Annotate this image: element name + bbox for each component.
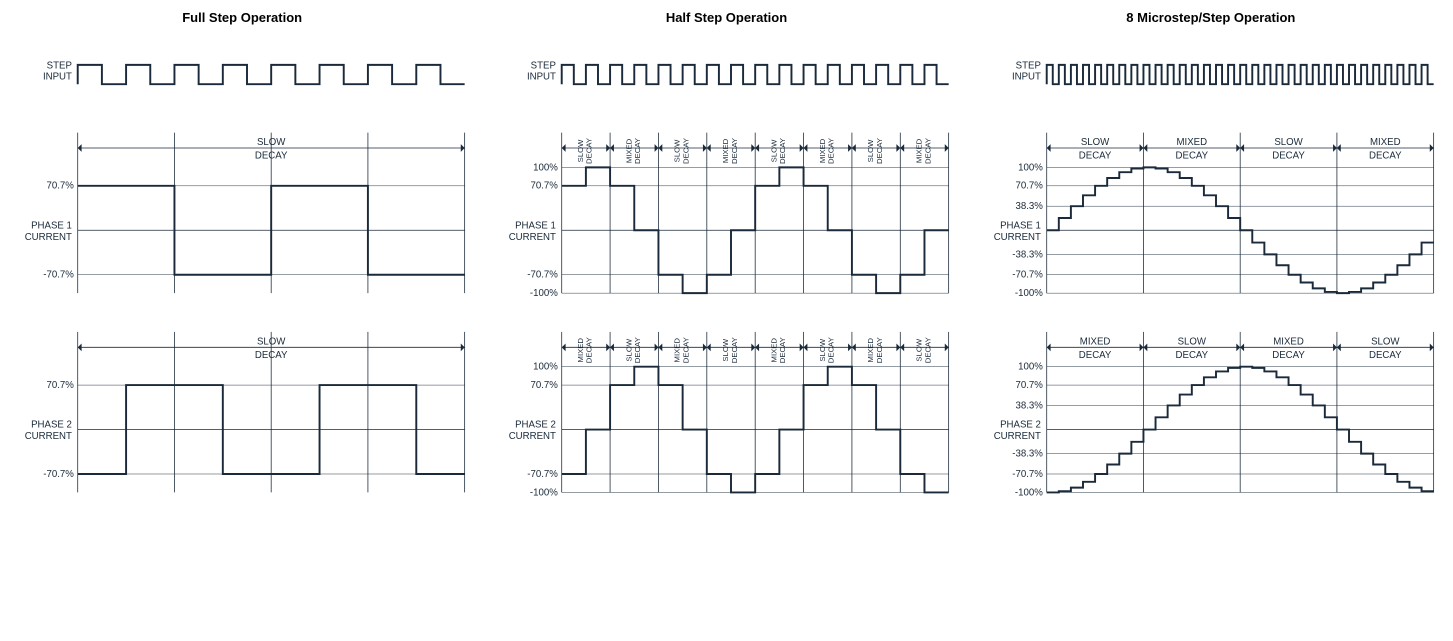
svg-text:SLOW: SLOW	[1274, 137, 1303, 148]
svg-text:CURRENT: CURRENT	[993, 232, 1040, 243]
svg-text:-70.7%: -70.7%	[1012, 469, 1043, 480]
svg-text:-70.7%: -70.7%	[528, 469, 559, 480]
svg-text:DECAY: DECAY	[1369, 350, 1402, 361]
svg-text:-100%: -100%	[1015, 288, 1043, 299]
svg-text:70.7%: 70.7%	[1015, 380, 1043, 391]
svg-text:DECAY: DECAY	[633, 337, 642, 363]
svg-text:CURRENT: CURRENT	[25, 232, 72, 243]
svg-text:CURRENT: CURRENT	[993, 431, 1040, 442]
svg-text:DECAY: DECAY	[924, 138, 933, 164]
svg-text:CURRENT: CURRENT	[509, 431, 556, 442]
svg-text:70.7%: 70.7%	[46, 181, 74, 192]
svg-text:MIXED: MIXED	[673, 338, 682, 363]
svg-text:-100%: -100%	[1015, 487, 1043, 498]
svg-text:-70.7%: -70.7%	[43, 270, 74, 281]
svg-text:MIXED: MIXED	[770, 338, 779, 363]
svg-text:70.7%: 70.7%	[1015, 181, 1043, 192]
panel-svg-2: STEPINPUT SLOW DECAY MIXED DECAY SLOW DECAY MIX…	[979, 31, 1443, 631]
svg-text:-100%: -100%	[530, 487, 558, 498]
svg-text:STEP: STEP	[47, 61, 72, 72]
svg-text:DECAY: DECAY	[778, 138, 787, 164]
panel-title-1: Half Step Operation	[494, 10, 958, 25]
svg-text:DECAY: DECAY	[730, 138, 739, 164]
svg-text:SLOW: SLOW	[1081, 137, 1110, 148]
svg-text:MIXED: MIXED	[1176, 137, 1207, 148]
svg-text:SLOW: SLOW	[818, 338, 827, 361]
svg-text:CURRENT: CURRENT	[25, 431, 72, 442]
svg-text:SLOW: SLOW	[721, 338, 730, 361]
svg-text:MIXED: MIXED	[867, 338, 876, 363]
panel-title-0: Full Step Operation	[10, 10, 474, 25]
panel-svg-0: STEPINPUTSLOWDECAY70.7%-70.7%PHASE 1CURR…	[10, 31, 474, 631]
svg-text:DECAY: DECAY	[827, 337, 836, 363]
svg-text:PHASE 2: PHASE 2	[31, 420, 72, 431]
svg-text:STEP: STEP	[531, 61, 556, 72]
svg-text:INPUT: INPUT	[43, 71, 72, 82]
svg-text:MIXED: MIXED	[818, 138, 827, 163]
svg-text:70.7%: 70.7%	[531, 380, 559, 391]
svg-text:PHASE 1: PHASE 1	[1000, 220, 1041, 231]
svg-text:SLOW: SLOW	[673, 139, 682, 162]
svg-text:SLOW: SLOW	[867, 139, 876, 162]
svg-text:38.3%: 38.3%	[1015, 400, 1043, 411]
svg-text:INPUT: INPUT	[1012, 71, 1041, 82]
svg-text:100%: 100%	[1018, 162, 1043, 173]
svg-text:MIXED: MIXED	[915, 138, 924, 163]
svg-text:DECAY: DECAY	[924, 337, 933, 363]
svg-text:100%: 100%	[1018, 362, 1043, 373]
svg-text:-70.7%: -70.7%	[528, 270, 559, 281]
svg-text:PHASE 1: PHASE 1	[31, 220, 72, 231]
panel-svg-1: STEPINPUTSLOWDECAYMIXEDDECAYSLOWDECAYMIX…	[494, 31, 958, 631]
svg-text:INPUT: INPUT	[527, 71, 556, 82]
svg-text:DECAY: DECAY	[682, 337, 691, 363]
svg-text:SLOW: SLOW	[770, 139, 779, 162]
svg-text:100%: 100%	[533, 162, 558, 173]
svg-text:DECAY: DECAY	[875, 138, 884, 164]
svg-text:-70.7%: -70.7%	[43, 469, 74, 480]
svg-text:PHASE 1: PHASE 1	[515, 220, 556, 231]
svg-text:MIXED: MIXED	[625, 138, 634, 163]
svg-text:DECAY: DECAY	[1078, 151, 1111, 162]
svg-text:STEP: STEP	[1015, 61, 1040, 72]
svg-text:DECAY: DECAY	[585, 337, 594, 363]
svg-text:SLOW: SLOW	[1371, 336, 1400, 347]
svg-text:100%: 100%	[533, 362, 558, 373]
svg-text:CURRENT: CURRENT	[509, 232, 556, 243]
svg-text:70.7%: 70.7%	[46, 380, 74, 391]
svg-text:38.3%: 38.3%	[1015, 201, 1043, 212]
svg-text:PHASE 2: PHASE 2	[1000, 420, 1041, 431]
svg-text:DECAY: DECAY	[778, 337, 787, 363]
svg-text:-38.3%: -38.3%	[1012, 249, 1043, 260]
svg-text:SLOW: SLOW	[625, 338, 634, 361]
svg-text:MIXED: MIXED	[721, 138, 730, 163]
svg-text:SLOW: SLOW	[915, 338, 924, 361]
svg-text:MIXED: MIXED	[576, 338, 585, 363]
svg-text:SLOW: SLOW	[576, 139, 585, 162]
svg-text:DECAY: DECAY	[827, 138, 836, 164]
svg-text:DECAY: DECAY	[585, 138, 594, 164]
svg-text:DECAY: DECAY	[1272, 350, 1305, 361]
svg-text:-100%: -100%	[530, 288, 558, 299]
svg-text:DECAY: DECAY	[1078, 350, 1111, 361]
panel-title-2: 8 Microstep/Step Operation	[979, 10, 1443, 25]
svg-text:DECAY: DECAY	[1175, 350, 1208, 361]
svg-text:PHASE 2: PHASE 2	[515, 420, 556, 431]
svg-text:DECAY: DECAY	[875, 337, 884, 363]
svg-text:DECAY: DECAY	[682, 138, 691, 164]
svg-text:MIXED: MIXED	[1273, 336, 1304, 347]
svg-text:MIXED: MIXED	[1370, 137, 1401, 148]
svg-text:-38.3%: -38.3%	[1012, 449, 1043, 460]
svg-text:DECAY: DECAY	[1175, 151, 1208, 162]
svg-text:SLOW: SLOW	[257, 137, 286, 148]
svg-text:-70.7%: -70.7%	[1012, 270, 1043, 281]
svg-text:70.7%: 70.7%	[531, 181, 559, 192]
svg-text:DECAY: DECAY	[1369, 151, 1402, 162]
svg-text:MIXED: MIXED	[1079, 336, 1110, 347]
svg-text:DECAY: DECAY	[633, 138, 642, 164]
svg-text:SLOW: SLOW	[257, 336, 286, 347]
svg-text:DECAY: DECAY	[1272, 151, 1305, 162]
svg-text:SLOW: SLOW	[1177, 336, 1206, 347]
svg-text:DECAY: DECAY	[730, 337, 739, 363]
